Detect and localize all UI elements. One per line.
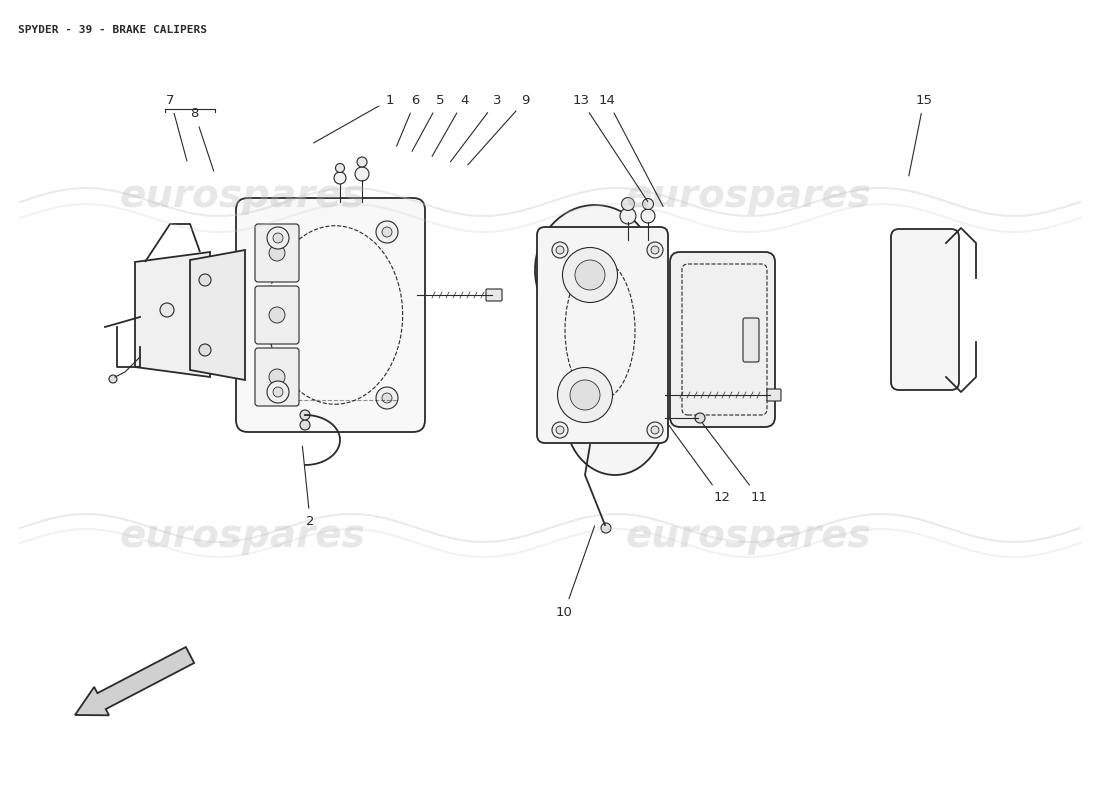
Text: 1: 1	[314, 94, 394, 143]
Text: 6: 6	[397, 94, 420, 146]
Ellipse shape	[562, 247, 617, 302]
Circle shape	[620, 208, 636, 224]
Circle shape	[270, 307, 285, 323]
Text: SPYDER - 39 - BRAKE CALIPERS: SPYDER - 39 - BRAKE CALIPERS	[18, 25, 207, 35]
Text: 7: 7	[166, 94, 187, 161]
FancyBboxPatch shape	[767, 389, 781, 401]
FancyBboxPatch shape	[255, 348, 299, 406]
Circle shape	[358, 157, 367, 167]
Text: eurospares: eurospares	[625, 177, 871, 215]
Circle shape	[651, 246, 659, 254]
Circle shape	[336, 163, 344, 173]
Circle shape	[300, 410, 310, 420]
Text: 12: 12	[668, 423, 730, 504]
Circle shape	[109, 375, 117, 383]
Circle shape	[556, 246, 564, 254]
Circle shape	[382, 227, 392, 237]
Circle shape	[376, 387, 398, 409]
Circle shape	[270, 369, 285, 385]
FancyBboxPatch shape	[255, 286, 299, 344]
Text: 14: 14	[598, 94, 663, 206]
Text: 11: 11	[703, 423, 768, 504]
Text: eurospares: eurospares	[119, 517, 365, 555]
Circle shape	[270, 245, 285, 261]
Circle shape	[570, 380, 600, 410]
Text: 15: 15	[909, 94, 933, 176]
FancyBboxPatch shape	[236, 198, 425, 432]
Ellipse shape	[535, 205, 654, 335]
Ellipse shape	[558, 367, 613, 422]
Text: 8: 8	[190, 107, 213, 171]
Text: 13: 13	[572, 94, 648, 202]
Circle shape	[273, 387, 283, 397]
FancyBboxPatch shape	[742, 318, 759, 362]
Circle shape	[647, 242, 663, 258]
Ellipse shape	[565, 355, 666, 475]
Text: 5: 5	[412, 94, 444, 151]
Circle shape	[641, 209, 654, 223]
Circle shape	[695, 413, 705, 423]
Circle shape	[651, 426, 659, 434]
FancyBboxPatch shape	[486, 289, 502, 301]
Circle shape	[267, 381, 289, 403]
Circle shape	[642, 198, 653, 210]
FancyBboxPatch shape	[891, 229, 959, 390]
Circle shape	[621, 198, 635, 210]
Circle shape	[382, 393, 392, 403]
Circle shape	[552, 422, 568, 438]
Text: 2: 2	[302, 446, 315, 528]
Circle shape	[199, 344, 211, 356]
Circle shape	[355, 167, 368, 181]
Text: 4: 4	[432, 94, 469, 156]
FancyBboxPatch shape	[537, 227, 668, 443]
Circle shape	[267, 227, 289, 249]
Circle shape	[199, 274, 211, 286]
Circle shape	[647, 422, 663, 438]
FancyArrow shape	[75, 647, 195, 715]
Text: 10: 10	[556, 526, 595, 618]
Text: 3: 3	[451, 94, 502, 162]
Circle shape	[556, 426, 564, 434]
Polygon shape	[190, 250, 245, 380]
Polygon shape	[135, 252, 210, 377]
Circle shape	[334, 172, 346, 184]
Text: eurospares: eurospares	[625, 517, 871, 555]
Circle shape	[300, 420, 310, 430]
Circle shape	[552, 242, 568, 258]
Circle shape	[601, 523, 610, 533]
FancyBboxPatch shape	[255, 224, 299, 282]
Circle shape	[160, 303, 174, 317]
Circle shape	[376, 221, 398, 243]
Circle shape	[273, 233, 283, 243]
Circle shape	[575, 260, 605, 290]
FancyBboxPatch shape	[670, 252, 776, 427]
Text: 9: 9	[468, 94, 530, 165]
Text: eurospares: eurospares	[119, 177, 365, 215]
